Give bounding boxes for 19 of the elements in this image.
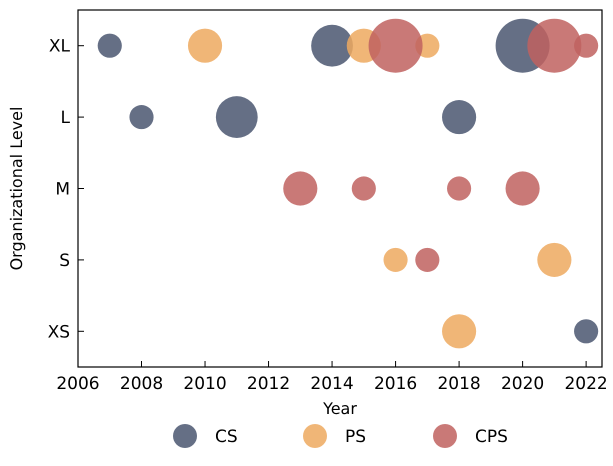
x-tick-label: 2008 <box>120 374 164 394</box>
x-tick-label: 2010 <box>183 374 227 394</box>
x-axis-title: Year <box>322 399 358 418</box>
x-tick-label: 2006 <box>56 374 100 394</box>
y-tick-label: XL <box>48 36 71 57</box>
y-axis-title: Organizational Level <box>7 106 26 270</box>
x-tick-label: 2018 <box>437 374 481 394</box>
x-tick-label: 2012 <box>246 374 290 394</box>
y-tick-label: L <box>60 108 71 128</box>
y-tick-label: M <box>55 180 70 200</box>
legend-label: CPS <box>475 427 508 447</box>
y-tick-label: S <box>59 250 70 271</box>
y-tick-label: XS <box>48 322 70 342</box>
legend-label: CS <box>215 427 238 447</box>
x-tick-label: 2016 <box>374 374 418 394</box>
x-tick-label: 2014 <box>310 374 354 394</box>
x-tick-label: 2020 <box>500 374 544 394</box>
x-tick-label: 2022 <box>564 374 608 394</box>
legend-label: PS <box>345 427 366 447</box>
